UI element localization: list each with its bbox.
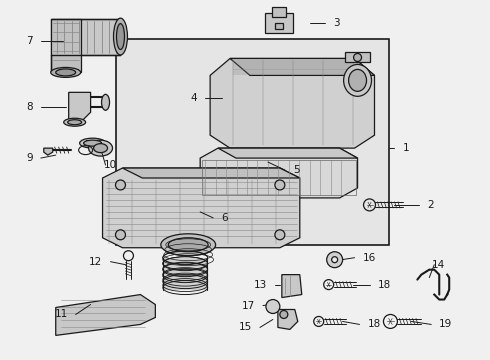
Polygon shape — [230, 58, 374, 75]
Circle shape — [116, 180, 125, 190]
Text: 17: 17 — [242, 301, 255, 311]
Text: 6: 6 — [221, 213, 228, 223]
Polygon shape — [44, 148, 53, 155]
Ellipse shape — [343, 64, 371, 96]
Ellipse shape — [117, 24, 124, 50]
Polygon shape — [278, 310, 298, 329]
Bar — [344, 53, 369, 62]
Ellipse shape — [114, 18, 127, 55]
Polygon shape — [56, 294, 155, 336]
Circle shape — [275, 180, 285, 190]
Text: 18: 18 — [368, 319, 381, 329]
Text: 4: 4 — [191, 93, 197, 103]
Polygon shape — [51, 19, 121, 55]
Text: 7: 7 — [26, 36, 33, 46]
Text: 1: 1 — [402, 143, 409, 153]
Ellipse shape — [161, 234, 216, 256]
Polygon shape — [218, 148, 358, 158]
Polygon shape — [122, 168, 300, 178]
Ellipse shape — [56, 69, 75, 76]
Polygon shape — [200, 148, 358, 198]
Text: 9: 9 — [26, 153, 33, 163]
Polygon shape — [210, 58, 374, 148]
Ellipse shape — [64, 118, 86, 126]
Text: 15: 15 — [239, 323, 252, 332]
Circle shape — [266, 300, 280, 314]
Text: 5: 5 — [293, 165, 299, 175]
Bar — [265, 13, 293, 32]
Text: 3: 3 — [333, 18, 339, 28]
Text: 18: 18 — [377, 280, 391, 289]
Ellipse shape — [348, 69, 367, 91]
Text: 10: 10 — [103, 160, 117, 170]
Bar — [116, 39, 390, 245]
Ellipse shape — [84, 140, 101, 146]
Ellipse shape — [51, 67, 81, 77]
Circle shape — [327, 252, 343, 268]
Ellipse shape — [168, 238, 208, 252]
Text: 8: 8 — [26, 102, 33, 112]
Circle shape — [116, 230, 125, 240]
Ellipse shape — [80, 138, 105, 148]
Ellipse shape — [94, 144, 107, 153]
Text: 2: 2 — [427, 200, 434, 210]
Circle shape — [332, 257, 338, 263]
Text: 13: 13 — [254, 280, 267, 289]
Bar — [275, 23, 283, 28]
Circle shape — [275, 230, 285, 240]
Bar — [202, 160, 356, 195]
Polygon shape — [102, 168, 300, 248]
Bar — [163, 258, 207, 289]
Ellipse shape — [101, 94, 110, 110]
Ellipse shape — [89, 140, 113, 156]
Text: 14: 14 — [432, 260, 445, 270]
Ellipse shape — [68, 120, 82, 125]
Polygon shape — [69, 92, 91, 122]
Bar — [272, 7, 286, 17]
Text: 12: 12 — [89, 257, 102, 267]
Circle shape — [280, 310, 288, 319]
Circle shape — [354, 54, 362, 62]
Text: 19: 19 — [439, 319, 452, 329]
Polygon shape — [282, 275, 302, 298]
Text: 16: 16 — [363, 253, 376, 263]
Text: 11: 11 — [54, 310, 68, 319]
Polygon shape — [51, 19, 81, 72]
